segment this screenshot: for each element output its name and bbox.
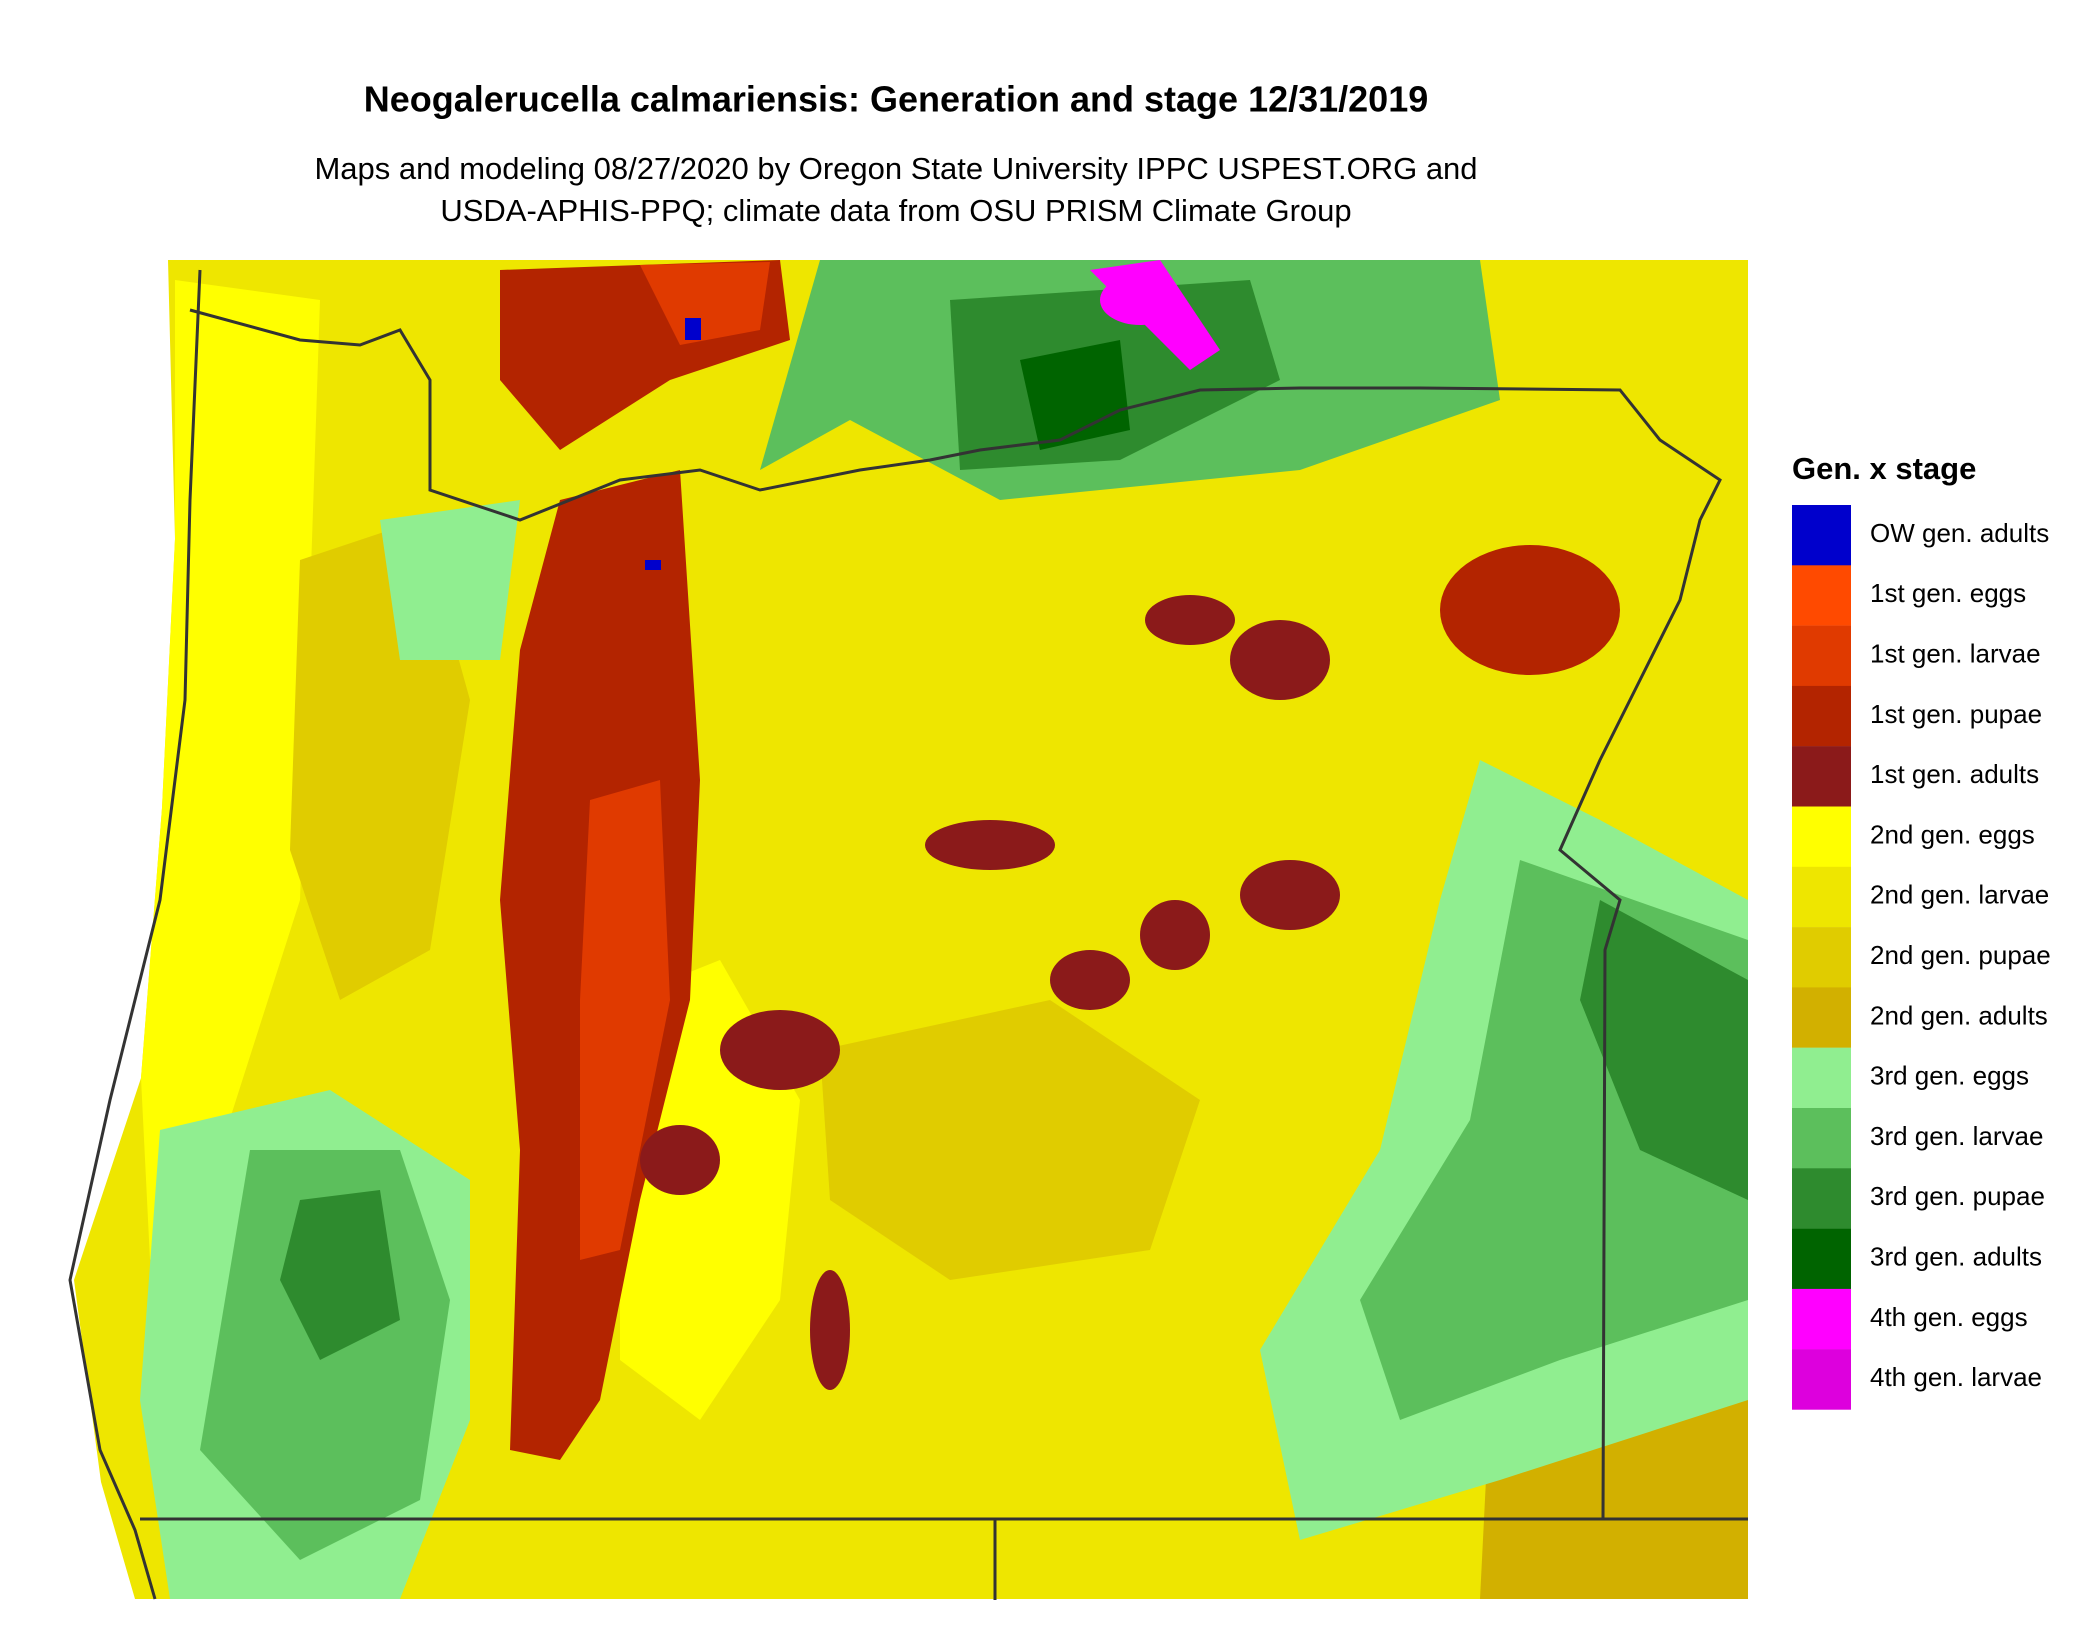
subtitle: USDA-APHIS-PPQ; climate data from OSU PR…: [440, 193, 1351, 228]
region: [640, 262, 770, 345]
legend-swatch: [1792, 987, 1851, 1048]
legend-label: 2nd gen. larvae: [1870, 880, 2049, 910]
region: [685, 318, 701, 340]
legend-label: 2nd gen. pupae: [1870, 940, 2051, 970]
map: [68, 260, 1748, 1600]
legend-swatch: [1792, 1288, 1851, 1350]
region: [645, 560, 661, 570]
legend-label: 3rd gen. pupae: [1870, 1181, 2045, 1211]
legend-label: 3rd gen. eggs: [1870, 1061, 2029, 1091]
legend-label: 1st gen. pupae: [1870, 699, 2042, 729]
region: [1050, 950, 1130, 1010]
region: [640, 1125, 720, 1195]
legend-swatch: [1792, 625, 1851, 687]
legend-swatch: [1792, 1047, 1851, 1109]
legend-swatch: [1792, 505, 1851, 566]
map-title: Neogalerucella calmariensis: Generation …: [364, 79, 1429, 120]
legend-swatch: [1792, 927, 1851, 988]
legend-swatch: [1792, 866, 1851, 928]
subtitle: Maps and modeling 08/27/2020 by Oregon S…: [314, 151, 1477, 186]
legend-label: 4th gen. eggs: [1870, 1302, 2028, 1332]
border: [189, 308, 1722, 1520]
region: [1145, 595, 1235, 645]
region: [280, 1190, 400, 1360]
region: [141, 280, 320, 1260]
region: [720, 1010, 840, 1090]
legend-swatch: [1792, 1108, 1851, 1169]
legend-label: 1st gen. eggs: [1870, 578, 2026, 608]
region: [580, 780, 670, 1260]
legend-title: Gen. x stage: [1792, 451, 1976, 486]
legend-swatch: [1792, 1168, 1851, 1229]
legend-label: 1st gen. larvae: [1870, 638, 2041, 668]
legend-label: 2nd gen. eggs: [1870, 819, 2035, 849]
legend-label: 3rd gen. larvae: [1870, 1121, 2043, 1151]
legend-swatch: [1792, 1349, 1851, 1410]
legend-label: 1st gen. adults: [1870, 759, 2039, 789]
legend-label: 2nd gen. adults: [1870, 1000, 2048, 1030]
region: [1440, 545, 1620, 675]
region: [1100, 275, 1180, 325]
legend-label: OW gen. adults: [1870, 518, 2049, 548]
legend-swatch: [1792, 565, 1851, 626]
legend-label: 4th gen. larvae: [1870, 1362, 2042, 1392]
legend-swatch: [1792, 746, 1851, 807]
legend-label: 3rd gen. adults: [1870, 1241, 2042, 1271]
border: [68, 269, 202, 1600]
region: [1230, 620, 1330, 700]
region: [810, 1270, 850, 1390]
region: [925, 820, 1055, 870]
legend: OW gen. adults 1st gen. eggs 1st gen. larv…: [1792, 505, 2051, 1410]
legend-swatch: [1792, 806, 1851, 867]
region: [820, 1000, 1200, 1280]
region: [1240, 860, 1340, 930]
legend-swatch: [1792, 1228, 1851, 1290]
region: [1020, 340, 1130, 450]
region: [1580, 900, 1748, 1200]
region: [1140, 900, 1210, 970]
region: [380, 500, 520, 660]
legend-swatch: [1792, 685, 1851, 747]
